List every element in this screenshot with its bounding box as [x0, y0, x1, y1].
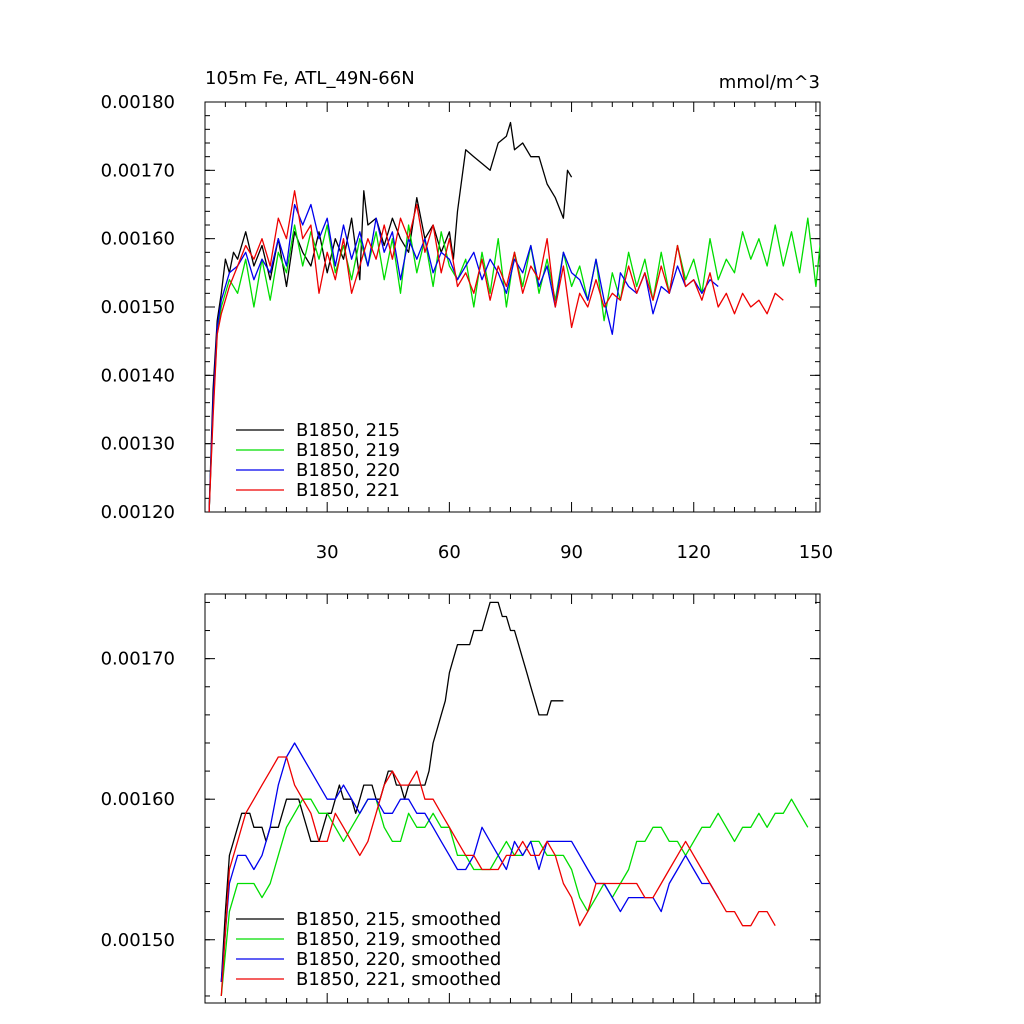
- y-tick-label: 0.00130: [101, 434, 175, 455]
- plot-frame: [204, 593, 821, 1004]
- y-tick-label: 0.00140: [101, 365, 175, 386]
- y-tick-label: 0.00160: [101, 229, 175, 250]
- x-tick-label: 150: [799, 542, 833, 563]
- y-tick-label: 0.00160: [101, 789, 175, 810]
- x-tick-label: 30: [316, 542, 339, 563]
- y-tick-label: 0.00150: [101, 297, 175, 318]
- top-panel: 30 60 90 120 150 0.00120 0.00130 0.00140 0.00150…: [101, 68, 834, 563]
- legend-label: B1850, 215: [296, 420, 400, 441]
- series-line-2: [208, 217, 820, 512]
- y-tick-label: 0.00150: [101, 930, 175, 951]
- x-tick-label: 60: [438, 542, 461, 563]
- series-line-4: [220, 756, 776, 997]
- series-line-3: [208, 203, 719, 512]
- bottom-panel: 0.00150 0.00160 0.00170 B1850, 215, smoothe…: [101, 593, 821, 1004]
- y-tick-label: 0.00170: [101, 160, 175, 181]
- legend-label: B1850, 220: [296, 460, 400, 481]
- legend-label: B1850, 219: [296, 440, 400, 461]
- series-line-4: [208, 190, 784, 512]
- legend-label: B1850, 221, smoothed: [296, 969, 501, 990]
- y-tick-label: 0.00170: [101, 649, 175, 670]
- legend-label: B1850, 221: [296, 480, 400, 501]
- units-label: mmol/m^3: [719, 72, 820, 93]
- series-line-3: [220, 742, 719, 982]
- chart-title: 105m Fe, ATL_49N-66N: [205, 68, 415, 89]
- legend-label: B1850, 220, smoothed: [296, 949, 501, 970]
- legend-label: B1850, 219, smoothed: [296, 929, 501, 950]
- legend-label: B1850, 215, smoothed: [296, 909, 501, 930]
- y-tick-label: 0.00180: [101, 92, 175, 113]
- x-tick-label: 90: [560, 542, 583, 563]
- y-tick-label: 0.00120: [101, 502, 175, 523]
- x-tick-label: 120: [677, 542, 711, 563]
